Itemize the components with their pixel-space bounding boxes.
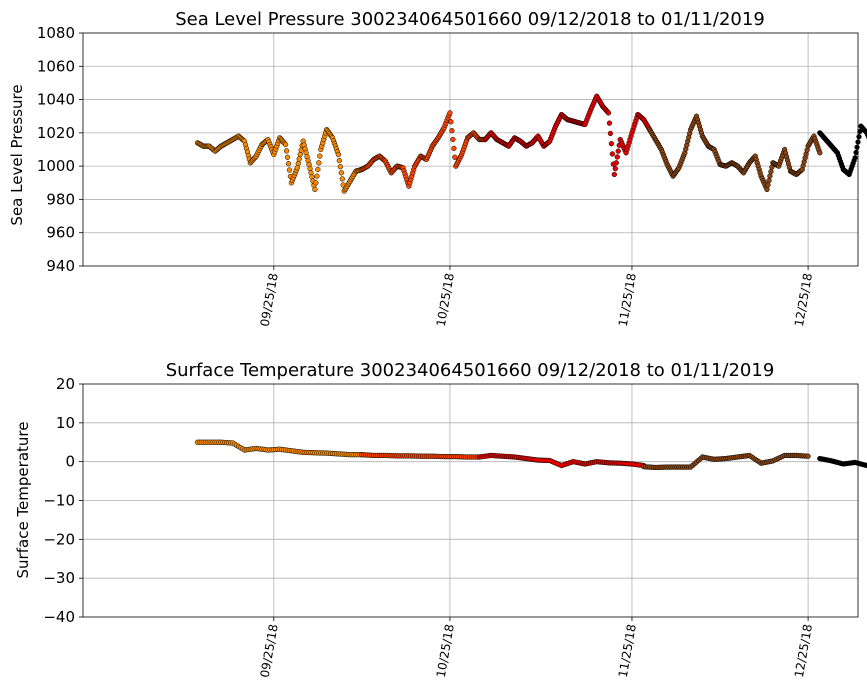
temperature-y-ticks: −40 −30 −20 −10 0 10 20 — [43, 375, 75, 626]
temperature-ytick-label: −30 — [43, 569, 75, 587]
pressure-data-point — [286, 167, 293, 173]
temperature-y-axis-label: Surface Temperature — [14, 422, 32, 579]
temperature-ytick-label: 20 — [56, 375, 75, 393]
pressure-data-point — [451, 145, 457, 152]
pressure-data-point — [312, 186, 318, 193]
temperature-ytick-label: −40 — [43, 608, 75, 626]
pressure-data-point — [296, 156, 302, 162]
pressure-ytick-label: 1000 — [37, 157, 75, 175]
pressure-data-point — [609, 151, 616, 157]
pressure-ytick-label: 940 — [46, 257, 75, 275]
pressure-data-point — [768, 169, 774, 175]
pressure-data-point — [316, 160, 322, 166]
temperature-xtick-label: 12/25/18 — [792, 623, 815, 679]
pressure-data-point — [448, 119, 454, 125]
pressure-data-point — [450, 136, 456, 143]
pressure-data-point — [284, 154, 291, 160]
pressure-ytick-label: 960 — [46, 224, 75, 242]
temperature-chart-title: Surface Temperature 300234064501660 09/1… — [166, 360, 775, 381]
pressure-ytick-label: 1020 — [37, 124, 75, 142]
pressure-xtick-label: 11/25/18 — [616, 272, 639, 328]
pressure-data-point — [297, 151, 303, 158]
pressure-data-point — [294, 165, 300, 171]
pressure-data-point — [608, 141, 615, 147]
temperature-data-point — [805, 453, 811, 459]
pressure-data-point — [817, 150, 823, 156]
pressure-data-point — [856, 134, 862, 140]
pressure-data-point — [607, 130, 614, 137]
pressure-y-axis-label: Sea Level Pressure — [8, 84, 26, 225]
pressure-data-point — [449, 127, 455, 134]
temperature-data-points — [194, 439, 867, 471]
pressure-data-points — [194, 93, 867, 194]
pressure-data-point — [313, 180, 319, 186]
temperature-ytick-label: −20 — [43, 530, 75, 548]
pressure-data-point — [766, 177, 772, 184]
pressure-data-point — [767, 173, 773, 179]
pressure-data-point — [338, 170, 344, 176]
pressure-data-point — [852, 155, 858, 161]
pressure-data-point — [853, 149, 859, 156]
pressure-data-point — [854, 144, 860, 150]
temperature-xtick-label: 11/25/18 — [616, 623, 639, 679]
pressure-xtick-label: 10/25/18 — [434, 272, 457, 328]
pressure-data-point — [339, 176, 345, 182]
pressure-y-ticks: 940 960 980 1000 1020 1040 1060 1080 — [37, 24, 75, 275]
pressure-data-point — [283, 148, 290, 154]
pressure-ytick-label: 1040 — [37, 91, 75, 109]
pressure-ytick-label: 980 — [46, 190, 75, 208]
temperature-ytick-label: 10 — [56, 414, 75, 432]
pressure-data-point — [315, 166, 321, 173]
pressure-data-point — [614, 154, 620, 160]
pressure-x-ticks: 09/25/18 10/25/18 11/25/18 12/25/18 — [258, 272, 815, 328]
pressure-data-point — [765, 182, 771, 188]
pressure-xtick-label: 09/25/18 — [258, 272, 281, 328]
temperature-grid — [79, 383, 858, 621]
pressure-ytick-label: 1080 — [37, 24, 75, 42]
pressure-data-point — [612, 165, 618, 172]
pressure-data-point — [335, 151, 342, 158]
temperature-ytick-label: 0 — [65, 453, 75, 471]
pressure-data-point — [606, 120, 613, 126]
pressure-data-point — [282, 141, 289, 148]
temperature-xtick-label: 09/25/18 — [258, 623, 281, 679]
pressure-ytick-label: 1060 — [37, 57, 75, 75]
temperature-x-ticks: 09/25/18 10/25/18 11/25/18 12/25/18 — [258, 623, 815, 679]
pressure-data-point — [452, 154, 458, 160]
temperature-ytick-label: −10 — [43, 492, 75, 510]
pressure-data-point — [314, 173, 320, 179]
pressure-data-point — [615, 148, 621, 154]
pressure-data-point — [337, 164, 344, 170]
pressure-data-point — [317, 153, 323, 159]
pressure-chart: Sea Level Pressure 300234064501660 09/12… — [8, 9, 867, 328]
pressure-grid — [79, 32, 858, 270]
pressure-plot-frame — [82, 32, 859, 267]
pressure-data-point — [605, 110, 612, 116]
pressure-data-point — [447, 110, 453, 116]
pressure-data-point — [285, 160, 292, 167]
temperature-chart: Surface Temperature 300234064501660 09/1… — [14, 360, 867, 679]
pressure-data-point — [764, 186, 770, 193]
pressure-data-point — [611, 171, 617, 178]
pressure-chart-title: Sea Level Pressure 300234064501660 09/12… — [175, 9, 765, 30]
pressure-data-point — [336, 157, 343, 164]
pressure-data-point — [295, 160, 301, 167]
temperature-plot-frame — [82, 383, 859, 618]
temperature-xtick-label: 10/25/18 — [434, 623, 457, 679]
pressure-data-point — [613, 160, 619, 166]
pressure-xtick-label: 12/25/18 — [792, 272, 815, 328]
